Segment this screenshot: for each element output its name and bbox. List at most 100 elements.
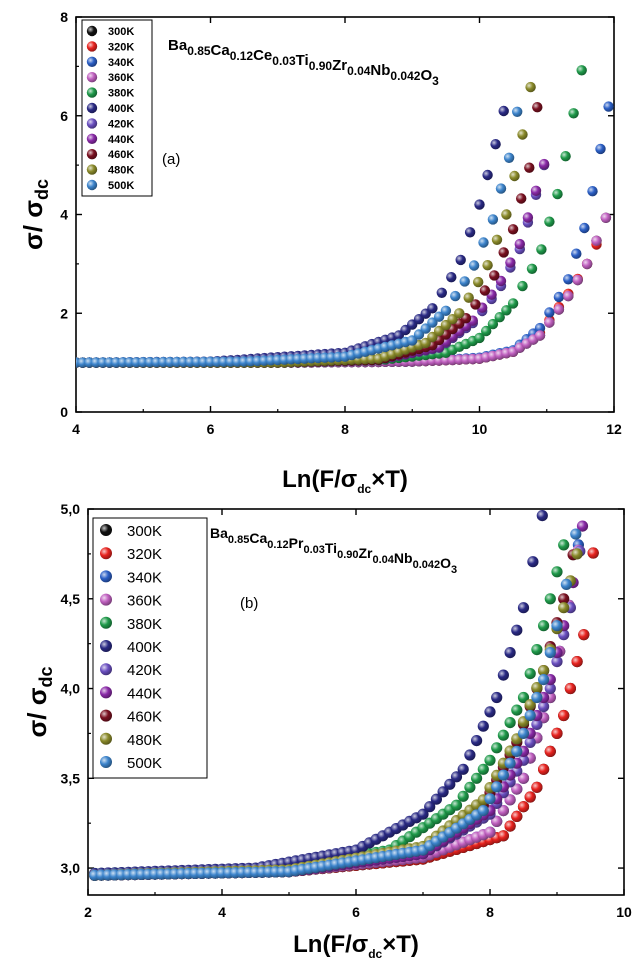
data-point — [576, 65, 587, 76]
data-point — [489, 270, 500, 281]
legend-marker — [100, 756, 112, 768]
data-point — [440, 305, 452, 316]
data-point — [482, 169, 493, 181]
data-point — [427, 331, 438, 343]
data-point — [511, 704, 523, 716]
data-point — [544, 745, 556, 758]
data-point — [525, 81, 536, 93]
data-point — [436, 287, 447, 298]
legend-marker — [100, 663, 112, 676]
data-point — [558, 593, 570, 605]
data-point — [531, 718, 543, 731]
data-point — [491, 691, 503, 704]
series-360K — [76, 212, 612, 368]
data-point — [507, 224, 519, 235]
data-point — [570, 528, 582, 540]
legend-label: 320K — [108, 41, 134, 53]
data-point — [464, 227, 476, 238]
legend-marker — [100, 593, 112, 606]
data-point — [522, 212, 534, 223]
legend-marker — [100, 547, 112, 560]
data-point — [491, 815, 503, 828]
data-points — [76, 65, 614, 368]
data-points — [89, 509, 599, 881]
data-point — [531, 682, 543, 694]
y-tick-label: 0 — [60, 404, 68, 420]
data-point — [524, 791, 536, 803]
legend-label: 340K — [127, 569, 162, 586]
panel-a: 4 6 8 10 12 0 2 4 6 8 300K 320K 340K 360K 380K 400K 420K… — [18, 9, 622, 496]
data-point — [591, 235, 602, 246]
data-point — [447, 314, 458, 325]
data-point — [497, 669, 509, 681]
legend-label: 380K — [127, 616, 162, 633]
data-point — [544, 593, 556, 605]
y-tick-label: 3,5 — [61, 770, 81, 786]
legend-label: 360K — [127, 593, 162, 610]
legend-label: 340K — [108, 57, 134, 69]
data-point — [558, 602, 570, 614]
data-point — [498, 105, 509, 117]
data-point — [450, 771, 463, 783]
legend-label: 500K — [127, 755, 162, 772]
x-tick-label: 6 — [207, 421, 215, 437]
svg-text:σ/ σdc: σ/ σdc — [18, 179, 52, 250]
data-point — [504, 757, 516, 769]
legend-marker — [100, 732, 112, 745]
legend-marker — [86, 118, 98, 129]
legend-label: 460K — [127, 709, 162, 726]
x-tick-label: 2 — [84, 904, 92, 920]
series-500K — [76, 106, 523, 368]
data-point — [538, 700, 550, 713]
legend-marker — [86, 149, 98, 160]
y-tick-label: 3,0 — [61, 860, 81, 876]
data-point — [551, 656, 563, 668]
legend-marker — [86, 25, 98, 37]
data-point — [504, 820, 516, 832]
legend-marker — [86, 56, 98, 67]
data-point — [450, 290, 461, 302]
data-point — [433, 325, 445, 337]
data-point — [503, 152, 515, 163]
svg-text:σ/ σdc: σ/ σdc — [22, 666, 56, 737]
data-point — [407, 335, 418, 346]
panel-b: 2 4 6 8 10 3,0 3,5 4,0 4,5 5,0 300K 320K 340K 360K 380… — [22, 501, 632, 961]
legend-label: 440K — [127, 685, 162, 702]
data-point — [494, 312, 505, 323]
data-point — [498, 247, 509, 258]
legend-label: 420K — [127, 662, 162, 679]
data-point — [517, 280, 528, 292]
data-point — [464, 781, 476, 793]
data-point — [484, 754, 496, 766]
data-point — [511, 783, 523, 795]
legend-label: 480K — [108, 165, 134, 177]
series-500K — [89, 528, 582, 881]
legend-label: 480K — [127, 732, 162, 749]
data-point — [471, 772, 483, 784]
data-point — [558, 539, 570, 551]
legend-label: 360K — [108, 72, 134, 84]
legend-marker — [100, 640, 112, 652]
data-point — [576, 520, 589, 532]
y-tick-label: 6 — [60, 108, 68, 124]
data-point — [517, 772, 530, 784]
data-point — [504, 717, 516, 729]
data-point — [433, 311, 445, 322]
data-point — [558, 709, 570, 722]
data-point — [538, 763, 550, 775]
data-point — [444, 778, 456, 790]
data-point — [587, 547, 599, 559]
data-point — [524, 162, 535, 173]
x-axis-title: Ln(F/σdc×T) — [282, 466, 408, 496]
x-tick-label: 4 — [72, 421, 80, 437]
data-point — [572, 274, 583, 286]
data-point — [511, 745, 523, 758]
data-point — [413, 329, 425, 340]
data-point — [478, 237, 489, 248]
data-point — [474, 332, 485, 344]
data-point — [420, 337, 431, 349]
data-point — [538, 665, 550, 677]
data-point — [450, 799, 463, 811]
data-point — [497, 769, 509, 781]
